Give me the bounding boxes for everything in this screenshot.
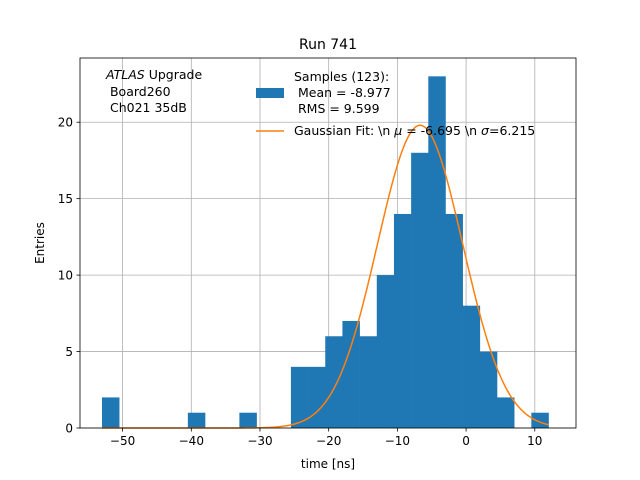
- legend-fit-mu-symbol: μ: [393, 123, 402, 138]
- y-tick-label: 15: [58, 192, 73, 206]
- annotation-channel: Ch021 35dB: [106, 100, 187, 115]
- histogram-bar: [411, 152, 429, 428]
- annotation-atlas: ATLAS: [105, 67, 145, 82]
- atlas-annotation: ATLAS Upgrade Board260 Ch021 35dB: [105, 67, 202, 115]
- legend-samples-title: Samples (123):: [294, 69, 389, 84]
- histogram-bar: [428, 76, 446, 428]
- histogram-bar: [342, 320, 360, 428]
- legend-fit-label: Gaussian Fit: \n μ = -6.695 \n σ=6.215: [294, 123, 535, 138]
- annotation-board: Board260: [106, 84, 171, 99]
- histogram-bar: [479, 351, 498, 428]
- x-tick-label: −40: [179, 434, 204, 448]
- legend-fit-prefix: Gaussian Fit: \n: [294, 123, 394, 138]
- legend-fit-mu-value: = -6.695 \n: [402, 123, 481, 138]
- x-tick-label: −20: [316, 434, 341, 448]
- histogram-bar: [496, 397, 515, 428]
- chart-title: Run 741: [299, 37, 357, 53]
- y-tick-label: 10: [58, 269, 73, 283]
- legend: Samples (123): Mean = -8.977 RMS = 9.599…: [256, 69, 535, 138]
- annotation-upgrade: Upgrade: [145, 67, 203, 82]
- histogram-bar: [290, 366, 309, 428]
- legend-samples-rms: RMS = 9.599: [294, 101, 380, 116]
- y-tick-label: 5: [65, 345, 73, 359]
- x-tick-label: 0: [462, 434, 470, 448]
- histogram-bar: [376, 275, 395, 428]
- y-axis-label: Entries: [33, 222, 47, 264]
- legend-fit-sigma-symbol: σ: [481, 123, 490, 138]
- histogram-bar: [187, 412, 206, 428]
- legend-fit-sigma-value: =6.215: [489, 123, 535, 138]
- histogram-bar: [308, 366, 326, 428]
- legend-samples-mean: Mean = -8.977: [294, 85, 391, 100]
- histogram-bar: [462, 305, 481, 428]
- plot-frame: [79, 57, 577, 429]
- annotation-line-1: ATLAS Upgrade: [105, 67, 202, 82]
- legend-samples-swatch: [256, 88, 284, 98]
- y-tick-label: 0: [65, 422, 73, 436]
- x-axis-ticks: −50 −40 −30 −20 −10 0 10: [110, 428, 542, 448]
- histogram-bar: [445, 213, 463, 428]
- histogram-bar: [101, 397, 120, 428]
- y-axis-ticks: 0 5 10 15 20: [58, 116, 80, 436]
- x-tick-label: −50: [110, 434, 135, 448]
- x-axis-label: time [ns]: [301, 457, 355, 471]
- histogram-bars: [101, 76, 549, 428]
- x-tick-label: −10: [385, 434, 410, 448]
- x-tick-label: 10: [527, 434, 542, 448]
- x-tick-label: −30: [247, 434, 272, 448]
- y-tick-label: 20: [58, 116, 73, 130]
- histogram-bar: [531, 412, 549, 428]
- histogram-bar: [325, 336, 343, 428]
- histogram-bar: [393, 213, 412, 428]
- histogram-bar: [239, 412, 257, 428]
- histogram-bar: [359, 336, 378, 428]
